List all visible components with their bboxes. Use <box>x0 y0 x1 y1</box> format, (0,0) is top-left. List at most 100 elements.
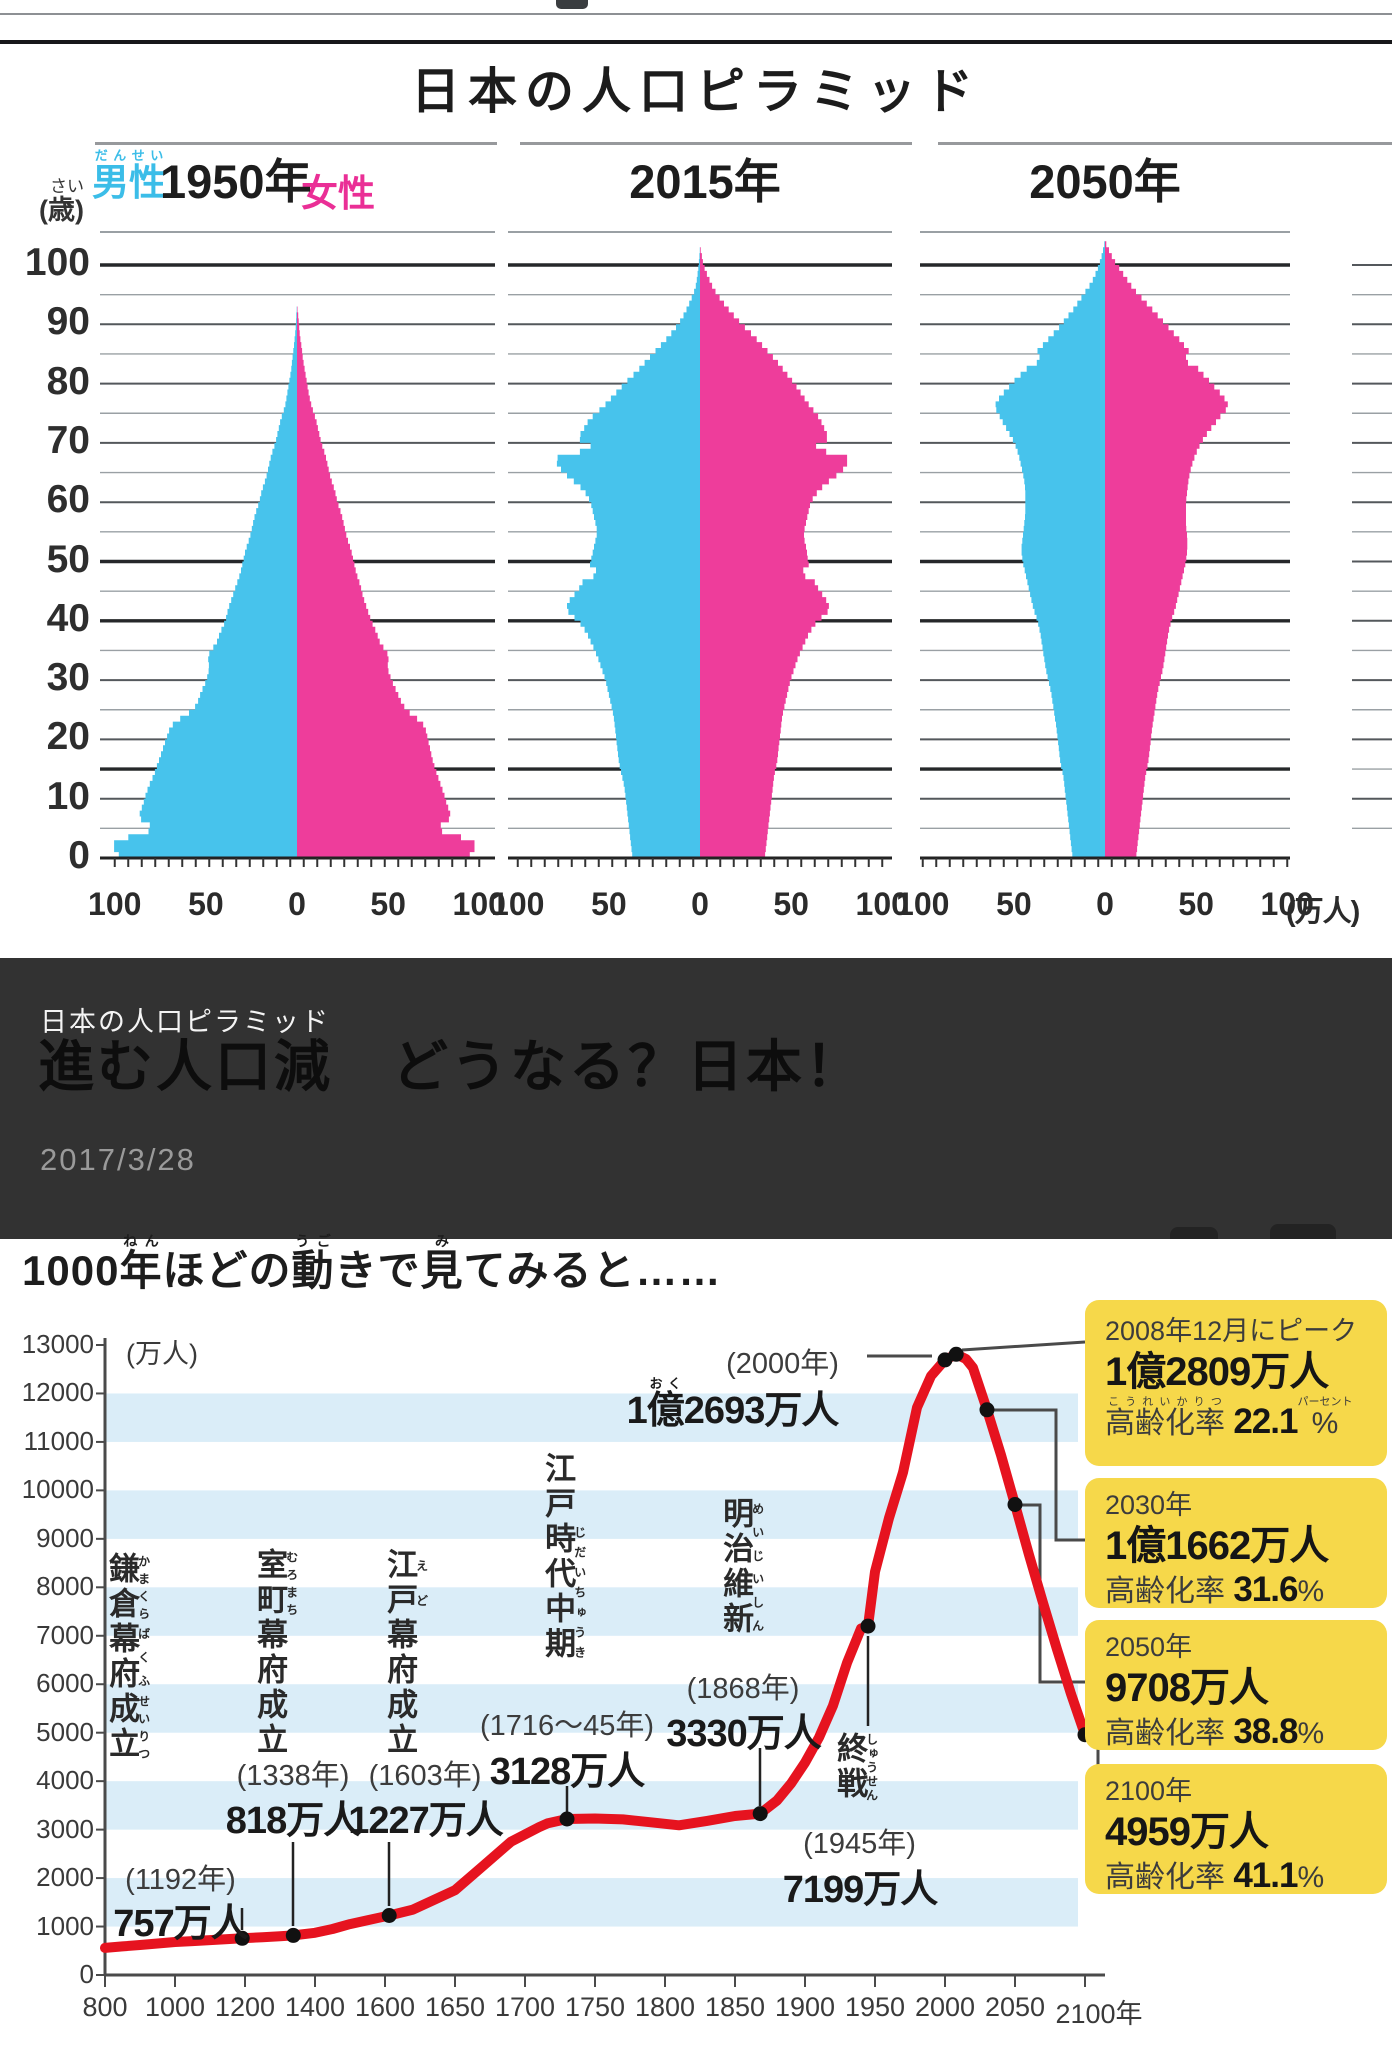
male-shape <box>995 241 1105 859</box>
male-shape <box>114 306 297 858</box>
pyramid-x-tick-label: 0 <box>288 886 306 922</box>
pyramid-chart <box>100 231 1392 867</box>
male-shape <box>556 247 700 858</box>
pyramid-x-tick-label: 50 <box>370 886 406 922</box>
trend-x-tick-label: 1800 <box>634 1992 696 2022</box>
figure-top-border <box>0 40 1392 44</box>
trend-x-tick-label: 800 <box>82 1992 128 2022</box>
chart-title-1950: 1950年 <box>160 155 312 208</box>
banner-headline: 進む人口減 どうなる？日本！ <box>38 1035 864 1098</box>
pyramid-x-tick-label: 100 <box>452 886 506 922</box>
age-axis-label: 70 <box>46 418 90 462</box>
trend-y-tick-label: 12000 <box>21 1377 94 1408</box>
trend-heading: 1000年ねんほどの動うごきで見みてみると…… <box>22 1233 722 1294</box>
trend-y-tick-label: 13000 <box>21 1328 94 1359</box>
female-shape <box>297 306 475 858</box>
event-label: 江戸時代中期じだいちゅうき <box>540 1452 587 1662</box>
callout-rate: 高齢化率 41.1% <box>1105 1856 1325 1895</box>
legend-male: 男性だんせい <box>92 148 166 203</box>
age-axis-label: 20 <box>46 715 90 759</box>
callout-value: 1億2809万人 <box>1105 1350 1329 1394</box>
article-banner[interactable]: 日本の人口ピラミッド 進む人口減 どうなる？日本！ 2017/3/28 <box>0 958 1392 1239</box>
age-axis-label: 30 <box>46 656 90 700</box>
event-year: (2000年) <box>726 1348 839 1380</box>
age-axis-label: 60 <box>46 478 90 522</box>
banner-caption: 日本の人口ピラミッド <box>40 1007 330 1037</box>
pyramid-x-tick-label: 100 <box>896 886 950 922</box>
trend-x-tick-label: 2100年 <box>1055 1999 1143 2029</box>
pyramid-x-tick-label: 50 <box>591 886 627 922</box>
event-value: 1227万人 <box>348 1800 504 1842</box>
age-axis-label: 90 <box>46 300 90 344</box>
trend-y-tick-label: 9000 <box>36 1522 94 1553</box>
event-year: (1338年) <box>236 1760 350 1792</box>
trend-y-tick-label: 7000 <box>36 1619 94 1650</box>
callout-title: 2050年 <box>1105 1632 1193 1662</box>
trend-x-tick-label: 1200 <box>214 1992 276 2022</box>
callout-box: 2100年 4959万人 高齢化率 41.1% <box>1085 1764 1387 1895</box>
pyramid-x-tick-label: 100 <box>1260 886 1314 922</box>
pyramid-title: 日本の人口ピラミッド <box>410 65 981 119</box>
event-year: (1716〜45年) <box>479 1710 655 1742</box>
status-bar-notch <box>556 0 588 9</box>
header-rule-1 <box>95 142 497 145</box>
trend-x-tick-label: 1700 <box>494 1992 556 2022</box>
pyramid-x-tick-label: 50 <box>773 886 809 922</box>
trend-y-tick-label: 10000 <box>21 1474 94 1505</box>
trend-y-unit: (万人) <box>126 1339 198 1369</box>
callout-title: 2030年 <box>1105 1490 1193 1520</box>
pyramid-x-tick-label: 100 <box>491 886 545 922</box>
pyramid-x-tick-label: 100 <box>88 886 142 922</box>
callout-rate: 高齢化率 31.6% <box>1105 1570 1325 1609</box>
trend-x-tick-label: 2050 <box>984 1992 1046 2022</box>
header-rule-3 <box>938 142 1392 145</box>
trend-x-tick-label: 2000 <box>914 1992 976 2022</box>
trend-x-tick-label: 1400 <box>284 1992 346 2022</box>
callout-value: 1億1662万人 <box>1105 1524 1329 1568</box>
top-divider <box>0 13 1392 15</box>
chart-title-2015: 2015年 <box>629 155 781 208</box>
event-label: 鎌倉かまくら幕府ばくふ成立せいりつ <box>104 1552 151 1762</box>
pyramid-x-tick-label: 0 <box>1096 886 1114 922</box>
event-value: 757万人 <box>113 1903 248 1945</box>
event-value: 818万人 <box>225 1800 361 1842</box>
female-shape <box>700 247 848 858</box>
event-label: 江戸えど幕府成立 <box>382 1548 429 1758</box>
trend-x-tick-label: 1600 <box>354 1992 416 2022</box>
trend-y-tick-label: 11000 <box>23 1425 94 1456</box>
chart-title-2050: 2050年 <box>1029 155 1181 208</box>
age-axis-label: 50 <box>46 537 90 581</box>
event-label: 明治維新めいじいしん <box>718 1497 765 1637</box>
trend-x-tick-label: 1000 <box>144 1992 206 2022</box>
header-rule-2 <box>520 142 912 145</box>
banner-edge-shape-1 <box>1170 1227 1218 1239</box>
callout-value: 9708万人 <box>1105 1666 1269 1710</box>
trend-y-tick-label: 0 <box>79 1959 94 1989</box>
pyramid-x-tick-label: 50 <box>188 886 224 922</box>
pyramid-x-tick-label: 100 <box>855 886 909 922</box>
callout-box: 2050年 9708万人 高齢化率 38.8% <box>1085 1620 1387 1751</box>
event-value: 1億おく2693万人 <box>626 1376 840 1432</box>
age-axis-unit: さい (歳) <box>39 177 84 225</box>
callout-box: 2008年12月にピーク 1億2809万人 高齢化率こうれいかりつ 22.1%パーセ… <box>1085 1300 1387 1466</box>
trend-y-tick-label: 6000 <box>36 1668 94 1699</box>
event-value: 7199万人 <box>782 1869 939 1911</box>
trend-x-tick-label: 1900 <box>774 1992 836 2022</box>
event-value: 3128万人 <box>489 1751 646 1793</box>
event-label: 終戦しゅうせん <box>832 1732 879 1802</box>
age-axis-label: 10 <box>46 774 90 818</box>
pyramid-x-unit: (万人) <box>1286 896 1360 928</box>
banner-date: 2017/3/28 <box>40 1142 196 1177</box>
event-year: (1945年) <box>803 1828 916 1860</box>
callout-box: 2030年 1億1662万人 高齢化率 31.6% <box>1085 1478 1387 1609</box>
event-value: 3330万人 <box>666 1713 822 1755</box>
trend-x-tick-label: 1650 <box>424 1992 486 2022</box>
pyramid-x-tick-label: 50 <box>996 886 1032 922</box>
event-label: 室町むろまち幕府成立 <box>252 1548 299 1758</box>
female-shape <box>1105 241 1228 859</box>
trend-y-tick-label: 3000 <box>36 1813 94 1844</box>
age-axis-label: 80 <box>46 359 90 403</box>
trend-y-tick-label: 8000 <box>36 1571 94 1602</box>
trend-y-tick-label: 4000 <box>36 1765 94 1796</box>
callout-title: 2008年12月にピーク <box>1105 1316 1358 1346</box>
